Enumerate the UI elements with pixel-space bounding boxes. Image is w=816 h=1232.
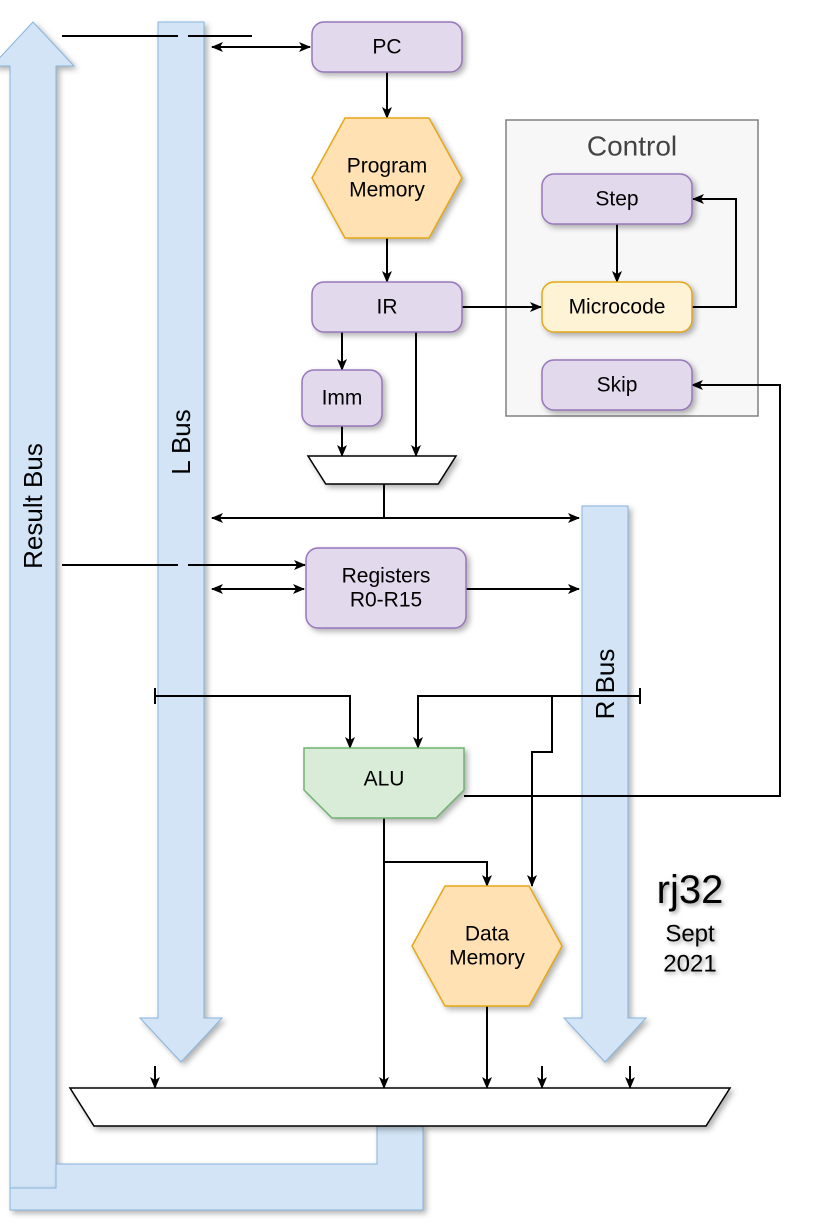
node-registers: RegistersR0-R15 <box>306 548 466 628</box>
svg-text:Skip: Skip <box>597 374 638 397</box>
node-skip: Skip <box>542 360 692 410</box>
svg-text:Control: Control <box>587 131 677 162</box>
node-alu: ALU <box>304 748 464 818</box>
svg-text:Step: Step <box>595 188 638 211</box>
svg-text:R Bus: R Bus <box>590 649 620 720</box>
node-datamem: DataMemory <box>412 886 562 1006</box>
svg-text:Result Bus: Result Bus <box>18 443 48 569</box>
bus: L Bus <box>140 22 222 1062</box>
svg-text:rj32: rj32 <box>657 868 724 912</box>
node-step: Step <box>542 174 692 224</box>
mux-small <box>308 456 456 484</box>
node-imm: Imm <box>302 370 382 426</box>
edge-alu-data <box>384 862 487 886</box>
mux-wide <box>70 1088 730 1126</box>
bus: Result Bus <box>0 22 74 1190</box>
svg-text:IR: IR <box>377 296 398 319</box>
svg-text:PC: PC <box>372 36 401 59</box>
node-pc: PC <box>312 22 462 72</box>
svg-text:Microcode: Microcode <box>569 296 666 319</box>
svg-text:2021: 2021 <box>663 951 716 978</box>
node-progmem: ProgramMemory <box>312 118 462 238</box>
svg-text:Imm: Imm <box>322 387 363 410</box>
svg-text:Program: Program <box>347 154 428 177</box>
svg-text:R0-R15: R0-R15 <box>350 589 422 612</box>
svg-text:Memory: Memory <box>349 179 425 202</box>
svg-text:ALU: ALU <box>364 768 405 791</box>
svg-text:L Bus: L Bus <box>166 409 196 475</box>
svg-text:Registers: Registers <box>342 564 431 587</box>
result-bus-bend <box>10 1126 423 1210</box>
svg-text:Memory: Memory <box>449 947 525 970</box>
svg-text:Data: Data <box>465 922 510 945</box>
node-microcode: Microcode <box>542 282 692 332</box>
edge-rbus-data-in <box>532 696 552 886</box>
svg-text:Sept: Sept <box>665 921 715 948</box>
node-ir: IR <box>312 282 462 332</box>
